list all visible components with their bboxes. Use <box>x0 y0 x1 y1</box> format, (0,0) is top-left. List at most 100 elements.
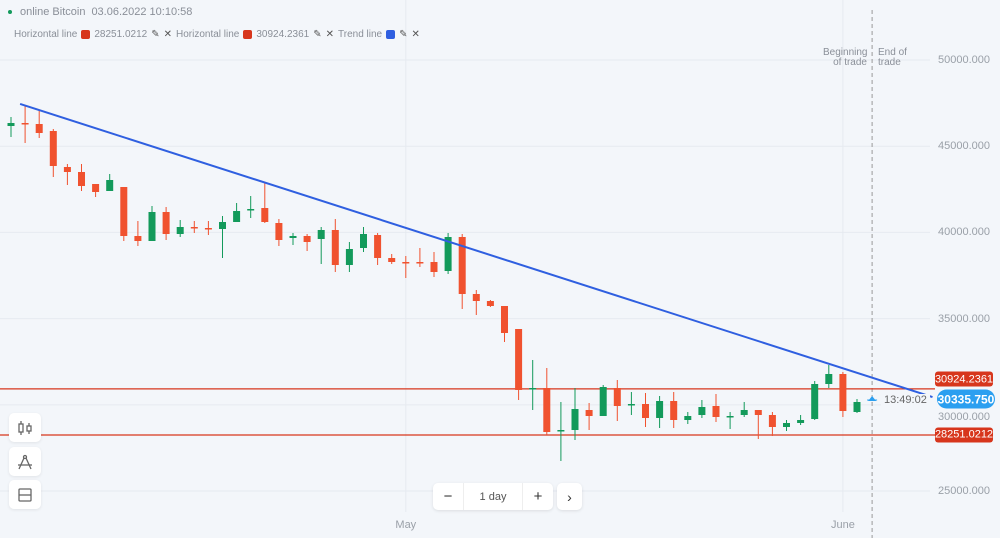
candle[interactable] <box>430 252 438 277</box>
candle[interactable] <box>261 183 269 223</box>
horizontal-line-price-tag[interactable]: 30924.2361 <box>934 371 994 387</box>
candle-body <box>402 262 410 264</box>
candle-body <box>444 237 452 271</box>
candle[interactable] <box>656 396 664 428</box>
candle-body <box>275 223 283 240</box>
candle[interactable] <box>486 300 494 307</box>
candle-body <box>458 237 466 294</box>
candle[interactable] <box>374 233 382 265</box>
candle[interactable] <box>839 372 847 417</box>
candle[interactable] <box>472 290 480 315</box>
pencil-icon[interactable]: ✎ <box>399 29 408 40</box>
color-swatch[interactable] <box>243 30 253 39</box>
candle-body <box>134 236 142 241</box>
horizontal-line-price-tag[interactable]: 28251.0212 <box>934 427 994 443</box>
candle[interactable] <box>585 403 593 430</box>
color-swatch[interactable] <box>386 30 396 39</box>
candle[interactable] <box>317 227 325 264</box>
close-icon[interactable]: ✕ <box>163 29 172 40</box>
candle[interactable] <box>148 206 156 241</box>
zoom-in-button[interactable]: + <box>533 488 543 505</box>
candle[interactable] <box>642 393 649 427</box>
candle[interactable] <box>162 207 170 240</box>
candle[interactable] <box>388 254 396 264</box>
candle[interactable] <box>684 412 692 424</box>
drawings-legend: Horizontal line 28251.0212 ✎ ✕ Horizonta… <box>14 29 420 40</box>
candle[interactable] <box>402 256 410 278</box>
candle[interactable] <box>797 415 805 425</box>
candle[interactable] <box>106 174 114 191</box>
candle-body <box>35 124 43 133</box>
candle[interactable] <box>754 410 762 439</box>
candle[interactable] <box>35 110 43 138</box>
candle[interactable] <box>501 306 508 342</box>
legend-label: Horizontal line <box>176 29 240 40</box>
candle[interactable] <box>247 196 255 218</box>
candle[interactable] <box>444 233 452 274</box>
chart-header: online Bitcoin 03.06.2022 10:10:58 <box>8 6 192 18</box>
legend-label: Horizontal line <box>14 29 78 40</box>
close-icon[interactable]: ✕ <box>325 29 334 40</box>
candle[interactable] <box>219 216 226 258</box>
candle[interactable] <box>176 220 184 237</box>
candle[interactable] <box>515 329 523 400</box>
candle[interactable] <box>783 420 790 431</box>
pencil-icon[interactable]: ✎ <box>151 29 160 40</box>
candle[interactable] <box>599 385 607 416</box>
scroll-forward-button[interactable]: › <box>557 483 582 510</box>
pencil-icon[interactable]: ✎ <box>313 29 322 40</box>
candle[interactable] <box>740 402 748 417</box>
candle[interactable] <box>557 402 565 461</box>
candle[interactable] <box>190 221 198 233</box>
trend-line[interactable] <box>19 103 933 399</box>
candle[interactable] <box>811 381 819 420</box>
candle[interactable] <box>543 368 551 435</box>
candle[interactable] <box>331 219 339 272</box>
candle[interactable] <box>698 400 706 418</box>
candle[interactable] <box>853 399 861 413</box>
candle[interactable] <box>345 242 353 272</box>
candle[interactable] <box>78 164 85 191</box>
candle[interactable] <box>233 203 241 222</box>
candle-body <box>78 172 85 186</box>
candle[interactable] <box>825 365 833 388</box>
candle[interactable] <box>134 221 142 246</box>
zoom-out-button[interactable]: − <box>443 488 453 505</box>
layout-button[interactable] <box>9 480 41 509</box>
candle[interactable] <box>712 394 720 422</box>
candle[interactable] <box>360 227 367 252</box>
end-of-trade-label: End of trade <box>878 47 907 68</box>
candle-body <box>148 212 156 241</box>
candle-body <box>120 187 128 236</box>
candle[interactable] <box>92 184 100 197</box>
beginning-of-trade-label: Beginning of trade <box>823 47 868 68</box>
y-tick-label: 50000.000 <box>938 54 990 66</box>
candle-body <box>233 211 241 222</box>
candle[interactable] <box>289 233 297 245</box>
chart-type-button[interactable] <box>9 413 41 442</box>
candle[interactable] <box>49 129 57 177</box>
candle-body <box>317 230 325 239</box>
candle[interactable] <box>726 412 734 429</box>
candle[interactable] <box>613 380 621 421</box>
candle[interactable] <box>627 392 635 415</box>
candle[interactable] <box>21 105 29 143</box>
candle-body <box>642 404 649 418</box>
close-icon[interactable]: ✕ <box>411 29 420 40</box>
candle[interactable] <box>416 248 424 267</box>
candle[interactable] <box>204 221 212 235</box>
drawing-tools-button[interactable] <box>9 447 41 476</box>
header-datetime: 03.06.2022 10:10:58 <box>91 6 193 18</box>
candle[interactable] <box>768 412 776 436</box>
candle[interactable] <box>529 360 537 410</box>
candle[interactable] <box>7 117 15 137</box>
color-swatch[interactable] <box>81 30 91 39</box>
candle-body <box>331 230 339 265</box>
candle[interactable] <box>120 187 128 241</box>
candle[interactable] <box>670 392 678 428</box>
candle[interactable] <box>275 219 283 246</box>
candle[interactable] <box>571 388 579 440</box>
candle[interactable] <box>63 164 71 185</box>
candle[interactable] <box>303 234 311 251</box>
